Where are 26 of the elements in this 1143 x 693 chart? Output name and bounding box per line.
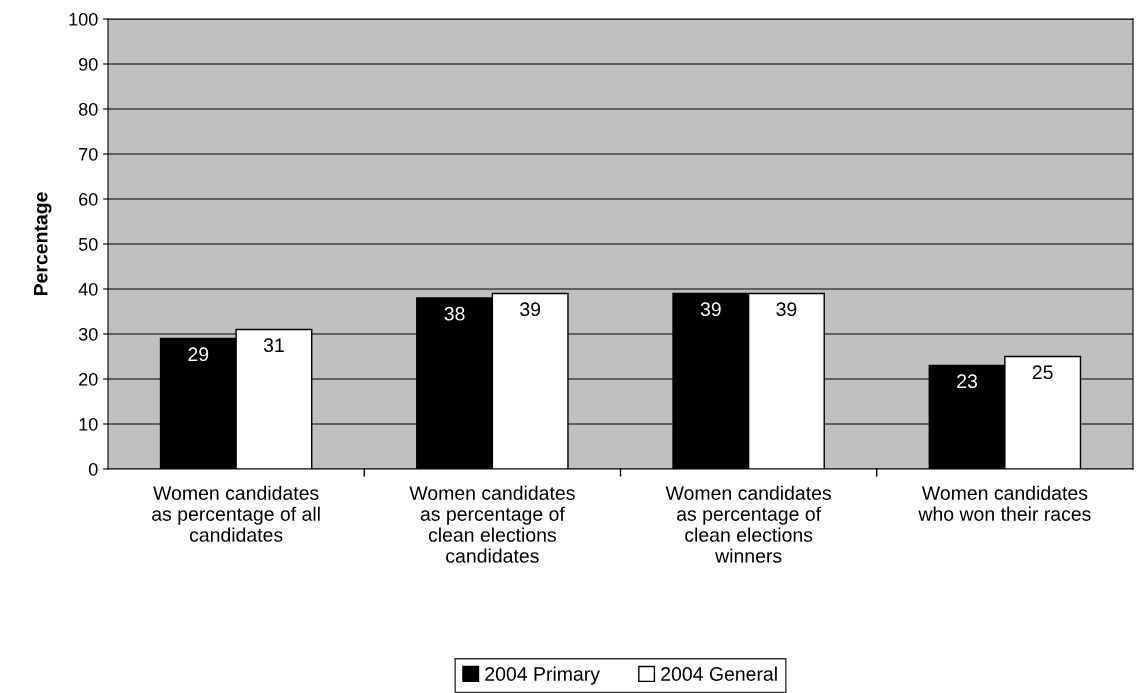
y-tick-label: 40 <box>78 282 98 296</box>
y-axis-title: Percentage <box>33 192 52 296</box>
x-tick-label: Women candidates as percentage of clean elections candidates <box>409 485 575 563</box>
y-tick-label: 60 <box>79 192 98 206</box>
y-tick-label: 50 <box>78 237 98 251</box>
x-tick-label: Women candidates who won their races <box>918 485 1091 521</box>
y-tick-label: 30 <box>78 327 98 341</box>
x-tick-label: Women candidates as percentage of clean elections winners <box>665 485 831 563</box>
legend-label: 2004 Primary <box>485 666 600 685</box>
data-label: 39 <box>776 302 797 317</box>
y-tick-label: 90 <box>79 57 98 71</box>
y-tick-label: 80 <box>78 102 98 116</box>
y-tick-label: 20 <box>79 372 98 386</box>
data-label: 39 <box>520 302 541 317</box>
data-label: 23 <box>957 374 978 389</box>
data-label: 25 <box>1032 365 1053 380</box>
y-tick-label: 0 <box>88 462 98 476</box>
data-label: 39 <box>700 302 721 317</box>
data-label: 31 <box>263 338 284 353</box>
legend-label: 2004 General <box>661 666 777 681</box>
y-tick-label: 70 <box>79 147 98 161</box>
data-label: 38 <box>444 306 465 321</box>
y-tick-label: 100 <box>69 12 98 26</box>
y-tick-label: 10 <box>79 417 98 431</box>
data-label: 29 <box>188 347 209 362</box>
x-tick-label: Women candidates as percentage of all candidates <box>152 485 320 542</box>
